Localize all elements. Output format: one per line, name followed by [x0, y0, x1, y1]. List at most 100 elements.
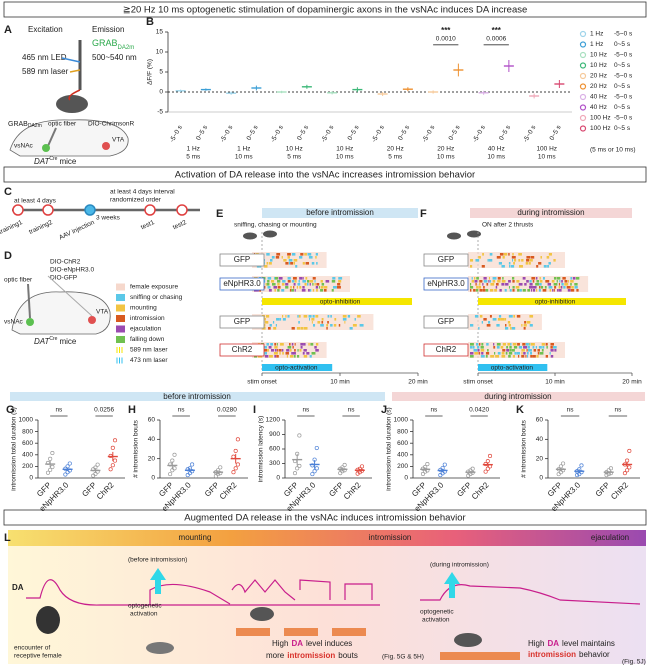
note: (during intromission): [430, 562, 489, 569]
behavior-stripe: [511, 349, 515, 352]
group-label: 100 Hz: [536, 146, 557, 153]
behavior-stripe: [554, 349, 557, 352]
behavior-stripe: [300, 346, 303, 349]
behavior-stripe: [278, 277, 283, 280]
data-point: [231, 454, 236, 459]
behavior-stripe: [279, 318, 282, 321]
behavior-stripe: [285, 315, 287, 318]
behavior-stripe: [333, 324, 337, 327]
behavior-stripe: [558, 283, 561, 286]
behavior-stripe: [533, 286, 537, 289]
behavior-stripe: [315, 286, 318, 289]
note-line-part: behavior: [579, 650, 610, 659]
behavior-stripe: [526, 349, 528, 352]
behavior-stripe: [287, 346, 292, 349]
behavior-stripe: [574, 283, 578, 286]
behavior-stripe: [289, 289, 292, 292]
behavior-stripe: [570, 277, 573, 280]
behavior-stripe: [470, 286, 474, 289]
behavior-stripe: [515, 286, 520, 289]
sensor: GRABDA2m: [92, 38, 134, 50]
behavior-stripe: [359, 324, 364, 327]
behavior-stripe: [470, 259, 474, 262]
behavior-stripe: [314, 346, 317, 349]
x-tick-label: 0~5 s: [346, 124, 360, 142]
y-tick-label: 10: [156, 49, 164, 56]
x-tick-label: -5~0 s: [472, 124, 488, 144]
panel-letter: C: [4, 186, 12, 198]
behavior-stripe: [542, 346, 545, 349]
group-label: 1 Hz: [187, 146, 200, 153]
header-box: [3, 1, 647, 18]
behavior-stripe: [276, 355, 279, 358]
behavior-stripe: [553, 283, 558, 286]
data-point: [627, 465, 632, 470]
behavior-stripe: [570, 283, 572, 286]
behavior-stripe: [296, 355, 300, 358]
behavior-stripe: [496, 346, 500, 349]
row-label: GFP: [234, 317, 250, 326]
y-tick-label: 300: [269, 460, 280, 467]
behavior-stripe: [492, 318, 497, 321]
row-label-box: [423, 315, 469, 329]
data-point: [425, 462, 430, 467]
laser-bar: [478, 364, 548, 371]
x-tick-label: ChR2: [342, 480, 363, 501]
legend-swatch: [579, 72, 587, 80]
behavior-stripe: [337, 283, 341, 286]
behavior-stripe: [504, 327, 509, 330]
behavior-stripe: [302, 262, 305, 265]
mouse-line-part: mice: [59, 337, 76, 346]
behavior-stripe: [524, 283, 527, 286]
behavior-stripe: [507, 321, 511, 324]
behavior-stripe: [281, 283, 285, 286]
legend-label: female exposure: [130, 284, 178, 291]
phase-header-label: before intromission: [306, 208, 374, 217]
behavior-stripe: [553, 259, 556, 262]
group-label: 10 ms: [437, 154, 455, 161]
y-tick-label: 15: [156, 29, 164, 36]
condition: sniffing, chasing or mounting: [234, 222, 317, 229]
behavior-stripe: [506, 349, 510, 352]
behavior-stripe: [330, 315, 332, 318]
row-label-box: [423, 277, 469, 291]
legend-label: 589 nm laser: [130, 347, 168, 354]
behavior-stripe: [303, 355, 308, 358]
behavior-stripe: [508, 280, 511, 283]
fiber: [47, 275, 93, 317]
behavior-stripe: [496, 283, 499, 286]
data-point: [63, 472, 68, 477]
laser-label: opto-activation: [275, 365, 318, 372]
legend-window: -5~0 s: [614, 94, 633, 101]
panel-letter: I: [253, 404, 256, 416]
behavior-stripe: [523, 324, 527, 327]
row-label-box: [423, 253, 469, 267]
behavior-stripe: [538, 346, 542, 349]
note: activation: [130, 611, 158, 618]
behavior-stripe: [508, 315, 513, 318]
behavior-stripe: [312, 289, 315, 292]
behavior-stripe: [475, 289, 479, 292]
data-point: [608, 466, 613, 471]
behavior-stripe: [303, 327, 308, 330]
behavior-stripe: [485, 355, 488, 358]
legend-window: 0~5 s: [614, 104, 631, 111]
behavior-stripe: [558, 289, 562, 292]
data-point: [110, 445, 115, 450]
behavior-stripe: [512, 280, 515, 283]
behavior-stripe: [509, 349, 512, 352]
behavior-stripe: [501, 265, 505, 268]
behavior-stripe: [268, 289, 272, 292]
behavior-stripe: [320, 289, 324, 292]
behavior-stripe: [297, 283, 301, 286]
behavior-stripe: [513, 262, 515, 265]
behavior-stripe: [496, 324, 500, 327]
behavior-stripe: [312, 315, 315, 318]
behavior-stripe: [470, 324, 474, 327]
label: DIO-GFP: [50, 275, 77, 282]
legend-window: -5~0 s: [614, 52, 633, 59]
behavior-stripe: [291, 289, 294, 292]
behavior-stripe: [522, 277, 526, 280]
label: 500~540 nm: [92, 53, 137, 62]
behavior-stripe: [530, 352, 533, 355]
